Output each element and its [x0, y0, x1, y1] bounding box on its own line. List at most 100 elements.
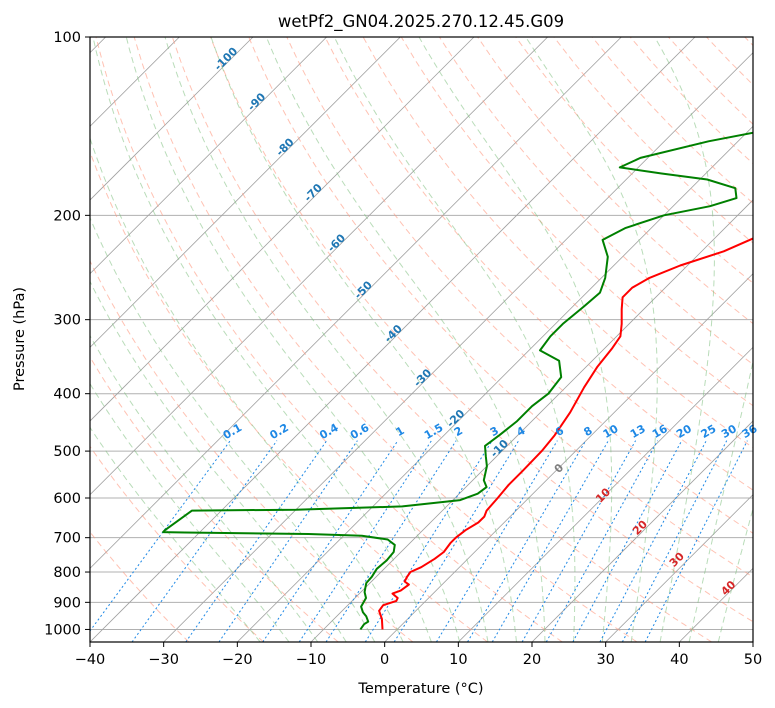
x-tick-label: 0 [380, 652, 389, 668]
x-tick-label: −30 [148, 652, 179, 668]
x-tick-label: 20 [523, 652, 541, 668]
mixing-ratio-line [325, 440, 457, 642]
isotherm-line [90, 37, 475, 422]
axis-ticks: −40 −30 −20 −10 0 10 20 30 40 5010020030040050060… [44, 30, 762, 668]
dry-adiabat-line [286, 37, 753, 534]
moist-adiabat-line [90, 136, 404, 642]
dry-adiabat-line [515, 37, 753, 284]
isotherm-line [163, 52, 753, 642]
dry-adiabat-line [668, 37, 753, 125]
dry-adiabat-line [706, 37, 753, 86]
mixing-ratio-line [90, 440, 231, 632]
moist-adiabat-line [90, 382, 290, 642]
mixing-ratio-label: 0.2 [267, 421, 290, 442]
y-tick-label: 600 [53, 491, 81, 507]
mixing-ratio-line [364, 440, 493, 642]
isotherm-label: -100 [212, 44, 241, 73]
plot-area: 0.1 0.2 0.4 0.6 1 1.5 2 3 4 6 8 10 13 16 20 25 30 36-100-… [89, 36, 760, 643]
dewpoint-profile-line [162, 131, 753, 630]
dry-adiabat-line [90, 259, 414, 642]
isotherm-line [679, 567, 753, 642]
chart-title: wetPf2_GN04.2025.270.12.45.G09 [278, 12, 564, 32]
isotherm-line [90, 37, 696, 642]
x-tick-label: 30 [596, 652, 614, 668]
mixing-ratio-line [467, 440, 587, 642]
y-tick-label: 700 [53, 531, 81, 547]
isotherm-label: -80 [273, 135, 296, 158]
moist-adiabat-line [265, 37, 546, 642]
mixing-ratio-label: 8 [581, 424, 594, 439]
isotherm-label: -20 [444, 407, 467, 430]
isotherm-line [531, 420, 753, 642]
isotherm-line [605, 494, 753, 642]
moist-adiabat-label: 30 [667, 549, 687, 569]
x-tick-label: 40 [670, 652, 688, 668]
x-tick-label: −40 [75, 652, 106, 668]
x-tick-label: 50 [744, 652, 762, 668]
y-axis-title: Pressure (hPa) [12, 287, 28, 391]
isotherm-line [310, 199, 753, 642]
mixing-ratio-line [621, 440, 728, 642]
moist-adiabat-label: 40 [718, 578, 738, 598]
moist-adiabat-line [164, 37, 489, 642]
isotherm-label: -30 [411, 366, 434, 389]
dry-adiabat-line [744, 37, 753, 47]
dry-adiabat-line [210, 37, 753, 623]
y-tick-label: 300 [53, 313, 81, 329]
mixing-ratio-line [218, 440, 358, 642]
dry-adiabat-line [324, 37, 753, 491]
mixing-ratio-label: 13 [628, 422, 648, 441]
isotherm-line [90, 37, 401, 348]
mixing-ratio-line [599, 440, 707, 642]
mixing-ratio-label: 0.6 [348, 421, 372, 442]
mixing-ratio-line [262, 440, 399, 642]
moist-adiabat-line [90, 216, 376, 642]
y-tick-label: 400 [53, 387, 81, 403]
mixing-ratio-label: 20 [674, 422, 694, 441]
moist-adiabat-line [92, 37, 432, 642]
mixing-ratio-line [185, 440, 328, 642]
mixing-ratio-label: 1 [394, 424, 407, 439]
y-tick-label: 500 [53, 444, 81, 460]
dry-adiabat-line [591, 37, 753, 204]
moist-adiabat-line [688, 358, 753, 642]
dry-adiabat-line [171, 37, 712, 642]
mixing-ratio-label: 25 [699, 422, 719, 441]
dry-adiabat-line [90, 445, 264, 642]
y-tick-label: 200 [53, 208, 81, 224]
moist-adiabat-label: 10 [593, 485, 613, 505]
isotherm-line [90, 37, 622, 569]
isotherm-line [237, 125, 753, 642]
moist-adiabat-line [210, 37, 517, 642]
mixing-ratio-label: 16 [650, 422, 670, 441]
isotherm-line [90, 37, 254, 201]
dry-adiabat-line [248, 37, 753, 578]
dry-adiabat-line [438, 37, 753, 366]
isotherm-line [752, 641, 753, 642]
y-tick-label: 800 [53, 565, 81, 581]
x-tick-label: −20 [222, 652, 253, 668]
moist-adiabat-line [654, 37, 715, 642]
mixing-ratio-line [435, 440, 558, 642]
moist-adiabat-line [717, 507, 753, 642]
moist-adiabat-line [333, 37, 576, 642]
isotherm-label: -70 [302, 181, 325, 204]
isotherm-line [90, 37, 548, 496]
mixing-ratio-label: 6 [553, 424, 566, 439]
isotherm-line [90, 37, 327, 275]
moist-adiabat-line [90, 280, 347, 642]
moist-adiabat-line [525, 37, 658, 642]
moist-adiabat-line [418, 37, 613, 642]
dry-adiabat-line [90, 356, 339, 642]
isotherm-label: -90 [245, 90, 268, 113]
x-tick-label: −10 [296, 652, 327, 668]
temperature-profile-line [378, 237, 753, 630]
moist-adiabat-label: 0 [552, 461, 567, 476]
dry-adiabat-line [95, 37, 563, 642]
mixing-ratio-label: 10 [601, 422, 621, 441]
mixing-ratio-label: 36 [740, 422, 760, 441]
dry-adiabat-line [477, 37, 753, 325]
isotherm-line [458, 346, 753, 642]
mixing-ratio-label: 0.4 [317, 421, 341, 442]
